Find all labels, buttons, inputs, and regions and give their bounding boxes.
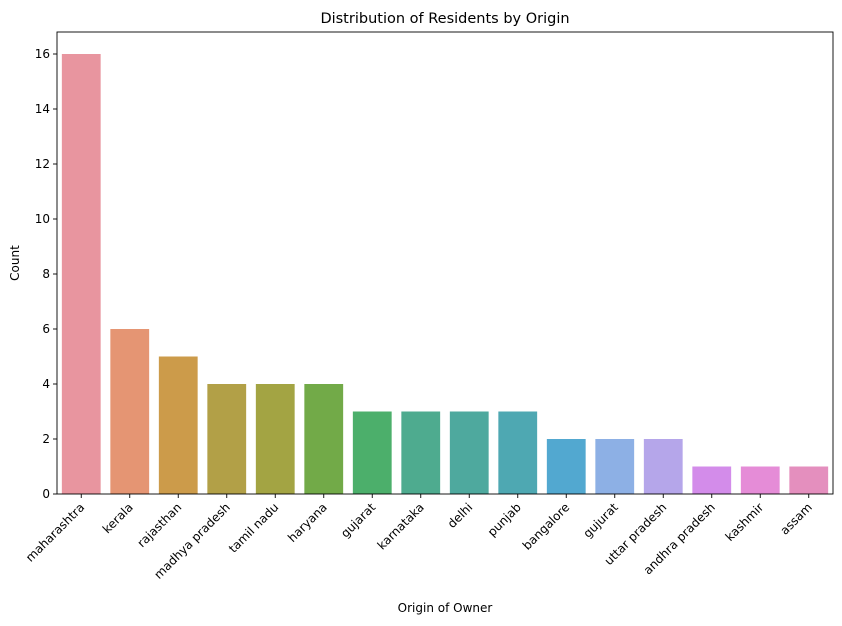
- bar-andhra-pradesh: [692, 466, 732, 494]
- x-tick-label: kashmir: [723, 500, 767, 544]
- y-tick-label: 6: [42, 322, 50, 336]
- x-tick-label: bangalore: [520, 500, 573, 553]
- bar-assam: [789, 466, 829, 494]
- x-tick-label: gujurat: [580, 500, 621, 541]
- bar-tamil-nadu: [255, 384, 295, 494]
- y-tick-label: 10: [35, 212, 50, 226]
- y-tick-label: 14: [35, 102, 50, 116]
- x-tick-label: gujarat: [338, 500, 378, 540]
- x-tick-label: punjab: [485, 500, 524, 539]
- y-tick-label: 16: [35, 47, 50, 61]
- bar-haryana: [304, 384, 344, 494]
- bar-karnataka: [401, 411, 441, 494]
- x-axis-title: Origin of Owner: [398, 601, 493, 615]
- y-tick-label: 2: [42, 432, 50, 446]
- x-tick-label: kerala: [100, 500, 136, 536]
- y-tick-label: 8: [42, 267, 50, 281]
- x-tick-label: karnataka: [375, 500, 427, 552]
- y-tick-label: 12: [35, 157, 50, 171]
- x-tick-label: maharashtra: [23, 500, 87, 564]
- plot-frame: [56, 31, 834, 495]
- bar-gujurat: [595, 439, 635, 494]
- x-tick-label: delhi: [445, 500, 476, 531]
- x-tick-label: tamil nadu: [226, 500, 281, 555]
- x-tick-label: rajasthan: [135, 500, 185, 550]
- bar-madhya-pradesh: [207, 384, 247, 494]
- y-tick-label: 0: [42, 487, 50, 501]
- bars-group: [61, 54, 829, 494]
- y-axis-title: Count: [8, 245, 22, 281]
- y-axis: 0 2 4 6 8 10 12 14 16: [35, 47, 57, 501]
- bar-punjab: [498, 411, 538, 494]
- bar-uttar-pradesh: [643, 439, 683, 494]
- bar-kerala: [110, 329, 150, 494]
- bar-kashmir: [740, 466, 780, 494]
- y-tick-label: 4: [42, 377, 50, 391]
- bar-delhi: [449, 411, 489, 494]
- chart-title: Distribution of Residents by Origin: [320, 11, 569, 27]
- bar-maharashtra: [61, 54, 101, 494]
- bar-rajasthan: [158, 356, 198, 494]
- bar-gujarat: [352, 411, 392, 494]
- x-tick-label: assam: [777, 500, 814, 537]
- x-tick-label: haryana: [285, 500, 330, 545]
- bar-bangalore: [546, 439, 586, 494]
